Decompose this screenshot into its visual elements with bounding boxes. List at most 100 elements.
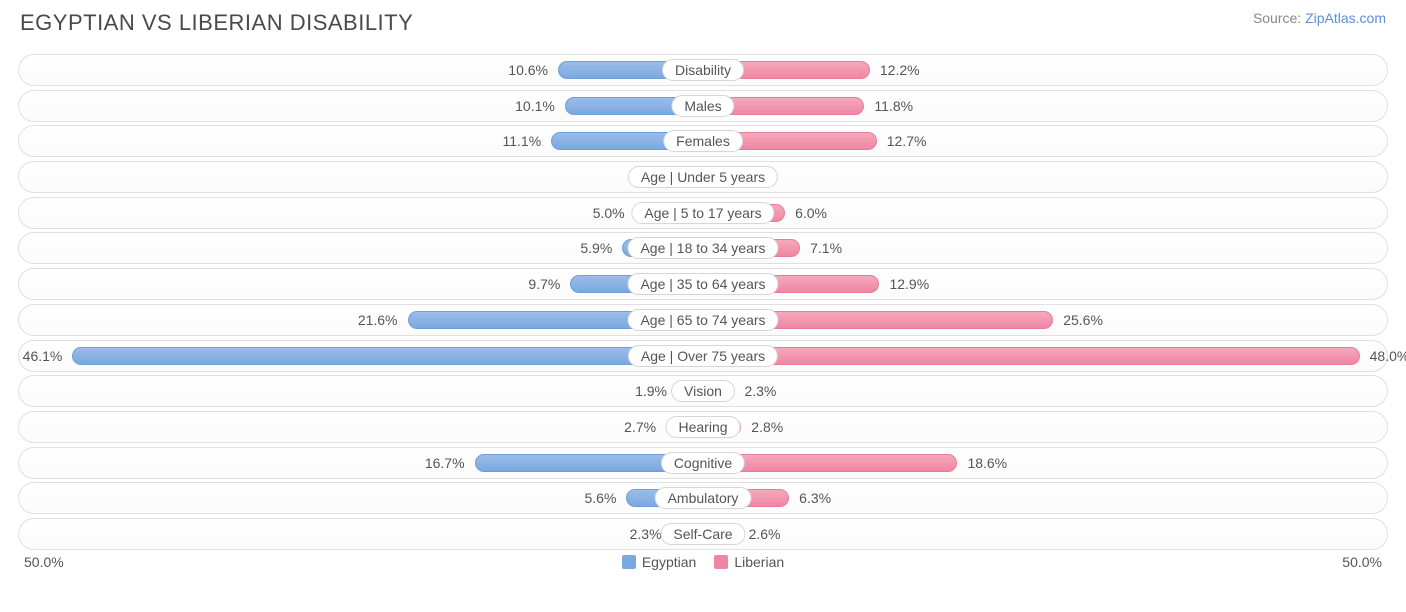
row-right-half: 11.8% [703, 91, 1387, 121]
bar-left [72, 347, 703, 365]
row-left-half: 1.9% [19, 376, 703, 406]
row-right-half: 2.8% [703, 412, 1387, 442]
row-left-half: 2.7% [19, 412, 703, 442]
chart-row: 21.6% 25.6% Age | 65 to 74 years [18, 304, 1388, 336]
chart-row: 9.7% 12.9% Age | 35 to 64 years [18, 268, 1388, 300]
row-label-pill: Cognitive [661, 452, 745, 474]
row-left-half: 11.1% [19, 126, 703, 156]
row-right-half: 48.0% [703, 341, 1387, 371]
row-left-half: 10.6% [19, 55, 703, 85]
pct-right: 2.6% [749, 526, 781, 542]
chart-footer: 50.0% Egyptian Liberian 50.0% [18, 554, 1388, 570]
row-left-half: 2.3% [19, 519, 703, 549]
pct-right: 2.8% [751, 419, 783, 435]
row-right-half: 25.6% [703, 305, 1387, 335]
row-right-half: 2.6% [703, 519, 1387, 549]
row-right-half: 2.3% [703, 376, 1387, 406]
pct-left: 2.3% [630, 526, 662, 542]
pct-right: 48.0% [1370, 348, 1406, 364]
pct-left: 21.6% [358, 312, 398, 328]
row-label-pill: Females [663, 130, 743, 152]
chart-title: EGYPTIAN VS LIBERIAN DISABILITY [20, 10, 413, 36]
chart-row: 5.6% 6.3% Ambulatory [18, 482, 1388, 514]
chart-container: EGYPTIAN VS LIBERIAN DISABILITY Source: … [0, 0, 1406, 612]
row-label-pill: Age | Over 75 years [628, 345, 778, 367]
row-label-pill: Disability [662, 59, 744, 81]
chart-source: Source: ZipAtlas.com [1253, 10, 1386, 26]
row-left-half: 5.6% [19, 483, 703, 513]
legend-label-left: Egyptian [642, 554, 696, 570]
pct-left: 5.0% [593, 205, 625, 221]
row-label-pill: Age | 18 to 34 years [627, 237, 778, 259]
row-label-pill: Age | Under 5 years [628, 166, 778, 188]
row-right-half: 12.2% [703, 55, 1387, 85]
chart-rows: 10.6% 12.2% Disability 10.1% 11.8% Males 11.1%… [18, 54, 1388, 550]
row-label-pill: Vision [671, 380, 735, 402]
pct-right: 7.1% [810, 240, 842, 256]
pct-left: 11.1% [502, 133, 541, 149]
pct-right: 6.3% [799, 490, 831, 506]
pct-right: 11.8% [874, 98, 913, 114]
legend-item-right: Liberian [714, 554, 784, 570]
row-right-half: 7.1% [703, 233, 1387, 263]
pct-left: 5.9% [580, 240, 612, 256]
row-left-half: 1.1% [19, 162, 703, 192]
pct-left: 5.6% [584, 490, 616, 506]
row-label-pill: Self-Care [660, 523, 745, 545]
axis-right-label: 50.0% [1342, 554, 1382, 570]
legend-item-left: Egyptian [622, 554, 696, 570]
chart-row: 10.6% 12.2% Disability [18, 54, 1388, 86]
pct-left: 9.7% [528, 276, 560, 292]
legend-swatch-right [714, 555, 728, 569]
row-label-pill: Age | 65 to 74 years [627, 309, 778, 331]
row-left-half: 21.6% [19, 305, 703, 335]
chart-row: 16.7% 18.6% Cognitive [18, 447, 1388, 479]
row-right-half: 1.3% [703, 162, 1387, 192]
chart-header: EGYPTIAN VS LIBERIAN DISABILITY Source: … [18, 10, 1388, 36]
row-left-half: 5.9% [19, 233, 703, 263]
pct-left: 10.6% [508, 62, 548, 78]
chart-row: 11.1% 12.7% Females [18, 125, 1388, 157]
pct-right: 12.7% [887, 133, 927, 149]
row-label-pill: Males [671, 95, 734, 117]
row-label-pill: Age | 5 to 17 years [631, 202, 774, 224]
chart-row: 5.9% 7.1% Age | 18 to 34 years [18, 232, 1388, 264]
row-label-pill: Ambulatory [655, 487, 752, 509]
legend-swatch-left [622, 555, 636, 569]
pct-left: 46.1% [23, 348, 63, 364]
row-label-pill: Hearing [665, 416, 740, 438]
chart-row: 2.3% 2.6%Self-Care [18, 518, 1388, 550]
chart-legend: Egyptian Liberian [622, 554, 784, 570]
axis-left-label: 50.0% [24, 554, 64, 570]
pct-right: 25.6% [1063, 312, 1103, 328]
row-right-half: 12.9% [703, 269, 1387, 299]
pct-right: 2.3% [744, 383, 776, 399]
pct-right: 6.0% [795, 205, 827, 221]
chart-row: 1.9% 2.3% Vision [18, 375, 1388, 407]
chart-row: 46.1% 48.0%Age | Over 75 years [18, 340, 1388, 372]
row-right-half: 12.7% [703, 126, 1387, 156]
row-left-half: 5.0% [19, 198, 703, 228]
pct-left: 1.9% [635, 383, 667, 399]
chart-row: 5.0% 6.0% Age | 5 to 17 years [18, 197, 1388, 229]
row-left-half: 16.7% [19, 448, 703, 478]
pct-left: 10.1% [515, 98, 555, 114]
source-label: Source: [1253, 10, 1305, 26]
chart-row: 1.1%1.3%Age | Under 5 years [18, 161, 1388, 193]
bar-right [703, 347, 1360, 365]
chart-row: 10.1% 11.8% Males [18, 90, 1388, 122]
pct-left: 2.7% [624, 419, 656, 435]
row-right-half: 18.6% [703, 448, 1387, 478]
row-left-half: 10.1% [19, 91, 703, 121]
pct-left: 16.7% [425, 455, 465, 471]
chart-row: 2.7% 2.8% Hearing [18, 411, 1388, 443]
row-left-half: 46.1% [19, 341, 703, 371]
row-label-pill: Age | 35 to 64 years [627, 273, 778, 295]
source-link[interactable]: ZipAtlas.com [1305, 10, 1386, 26]
pct-right: 12.2% [880, 62, 920, 78]
pct-right: 18.6% [967, 455, 1007, 471]
row-left-half: 9.7% [19, 269, 703, 299]
pct-right: 12.9% [889, 276, 929, 292]
row-right-half: 6.3% [703, 483, 1387, 513]
row-right-half: 6.0% [703, 198, 1387, 228]
